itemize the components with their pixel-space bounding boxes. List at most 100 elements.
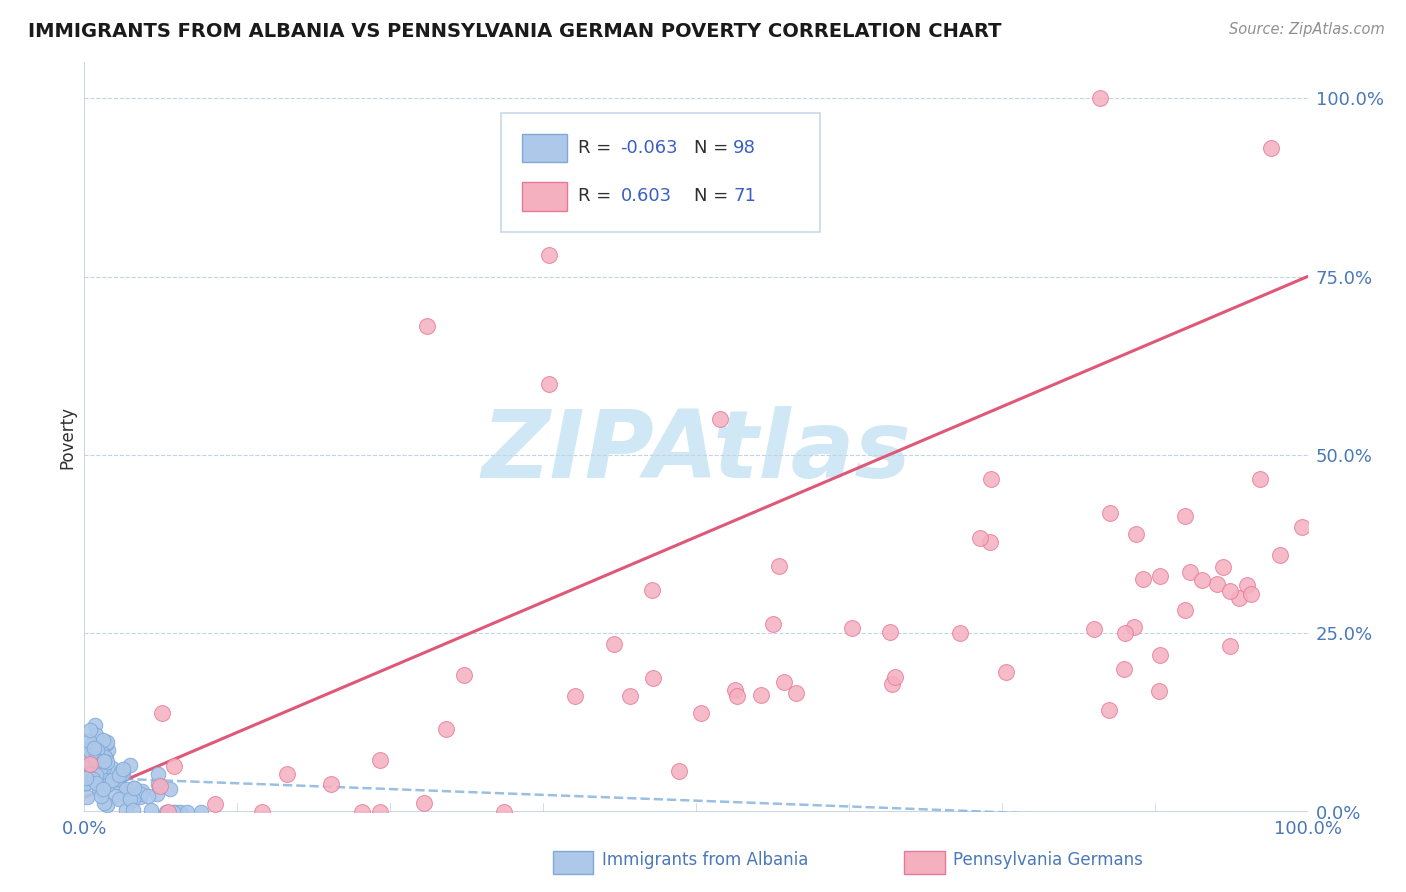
Point: [276, 767, 298, 781]
Point: [129, 790, 152, 805]
Point: [1270, 549, 1292, 563]
Point: [641, 671, 664, 685]
Point: [104, 789, 127, 803]
Point: [204, 797, 226, 811]
Point: [1212, 559, 1234, 574]
Point: [883, 670, 905, 684]
Point: [136, 789, 159, 804]
Point: [1229, 591, 1251, 606]
Text: Immigrants from Albania: Immigrants from Albania: [602, 851, 808, 869]
Point: [492, 805, 515, 819]
Point: [162, 805, 184, 819]
Point: [1098, 703, 1121, 717]
Point: [79, 767, 101, 781]
Point: [97, 742, 120, 756]
Point: [110, 764, 132, 778]
Point: [112, 767, 135, 781]
Point: [1236, 577, 1258, 591]
Point: [709, 412, 731, 426]
Point: [176, 805, 198, 819]
Text: 98: 98: [733, 139, 756, 157]
Point: [668, 764, 690, 779]
Point: [83, 718, 105, 732]
Point: [1147, 683, 1170, 698]
Point: [149, 779, 172, 793]
Point: [101, 772, 124, 787]
Point: [90, 772, 112, 786]
Point: [93, 760, 115, 774]
Point: [157, 805, 180, 819]
Point: [709, 177, 731, 191]
Point: [139, 803, 162, 817]
Point: [73, 777, 96, 791]
Point: [146, 766, 169, 780]
Point: [1219, 639, 1241, 653]
Point: [120, 792, 142, 806]
Point: [87, 782, 110, 797]
Point: [90, 745, 112, 759]
Point: [84, 739, 107, 754]
Point: [87, 772, 110, 787]
Point: [1083, 622, 1105, 636]
Point: [1219, 584, 1241, 599]
Point: [93, 750, 115, 764]
Point: [93, 758, 115, 772]
Point: [413, 797, 436, 811]
Point: [76, 789, 98, 804]
Point: [91, 782, 114, 797]
Point: [725, 689, 748, 703]
Point: [107, 776, 129, 790]
Point: [96, 755, 118, 769]
Point: [90, 789, 112, 803]
Point: [879, 624, 901, 639]
Text: -0.063: -0.063: [620, 139, 678, 157]
Point: [111, 766, 134, 780]
Point: [107, 768, 129, 782]
Text: N =: N =: [693, 187, 734, 205]
Point: [93, 732, 115, 747]
Point: [91, 766, 114, 780]
Point: [111, 762, 134, 776]
Point: [319, 777, 342, 791]
Text: R =: R =: [578, 139, 617, 157]
Point: [86, 758, 108, 772]
Point: [1122, 620, 1144, 634]
Point: [87, 747, 110, 761]
Point: [122, 780, 145, 795]
Point: [75, 756, 97, 770]
Point: [75, 771, 97, 785]
Point: [82, 748, 104, 763]
Point: [1174, 508, 1197, 523]
Point: [108, 772, 131, 786]
Point: [773, 675, 796, 690]
Text: 0.603: 0.603: [620, 187, 672, 205]
Point: [83, 748, 105, 763]
Point: [79, 756, 101, 771]
Point: [75, 747, 97, 761]
Point: [163, 759, 186, 773]
Point: [1114, 625, 1136, 640]
Point: [190, 805, 212, 819]
Point: [82, 772, 104, 787]
Point: [1174, 603, 1197, 617]
Point: [841, 621, 863, 635]
Point: [724, 682, 747, 697]
Point: [91, 755, 114, 769]
Point: [1249, 472, 1271, 486]
Point: [76, 742, 98, 756]
Point: [114, 803, 136, 817]
Point: [79, 723, 101, 737]
Point: [94, 752, 117, 766]
Y-axis label: Poverty: Poverty: [58, 406, 76, 468]
Point: [689, 706, 711, 720]
Point: [98, 774, 121, 789]
Point: [120, 794, 142, 808]
Point: [94, 754, 117, 768]
Point: [159, 781, 181, 796]
Point: [90, 760, 112, 774]
Point: [994, 665, 1017, 679]
Point: [77, 743, 100, 757]
Point: [91, 755, 114, 769]
Point: [252, 805, 274, 819]
Point: [84, 751, 107, 765]
